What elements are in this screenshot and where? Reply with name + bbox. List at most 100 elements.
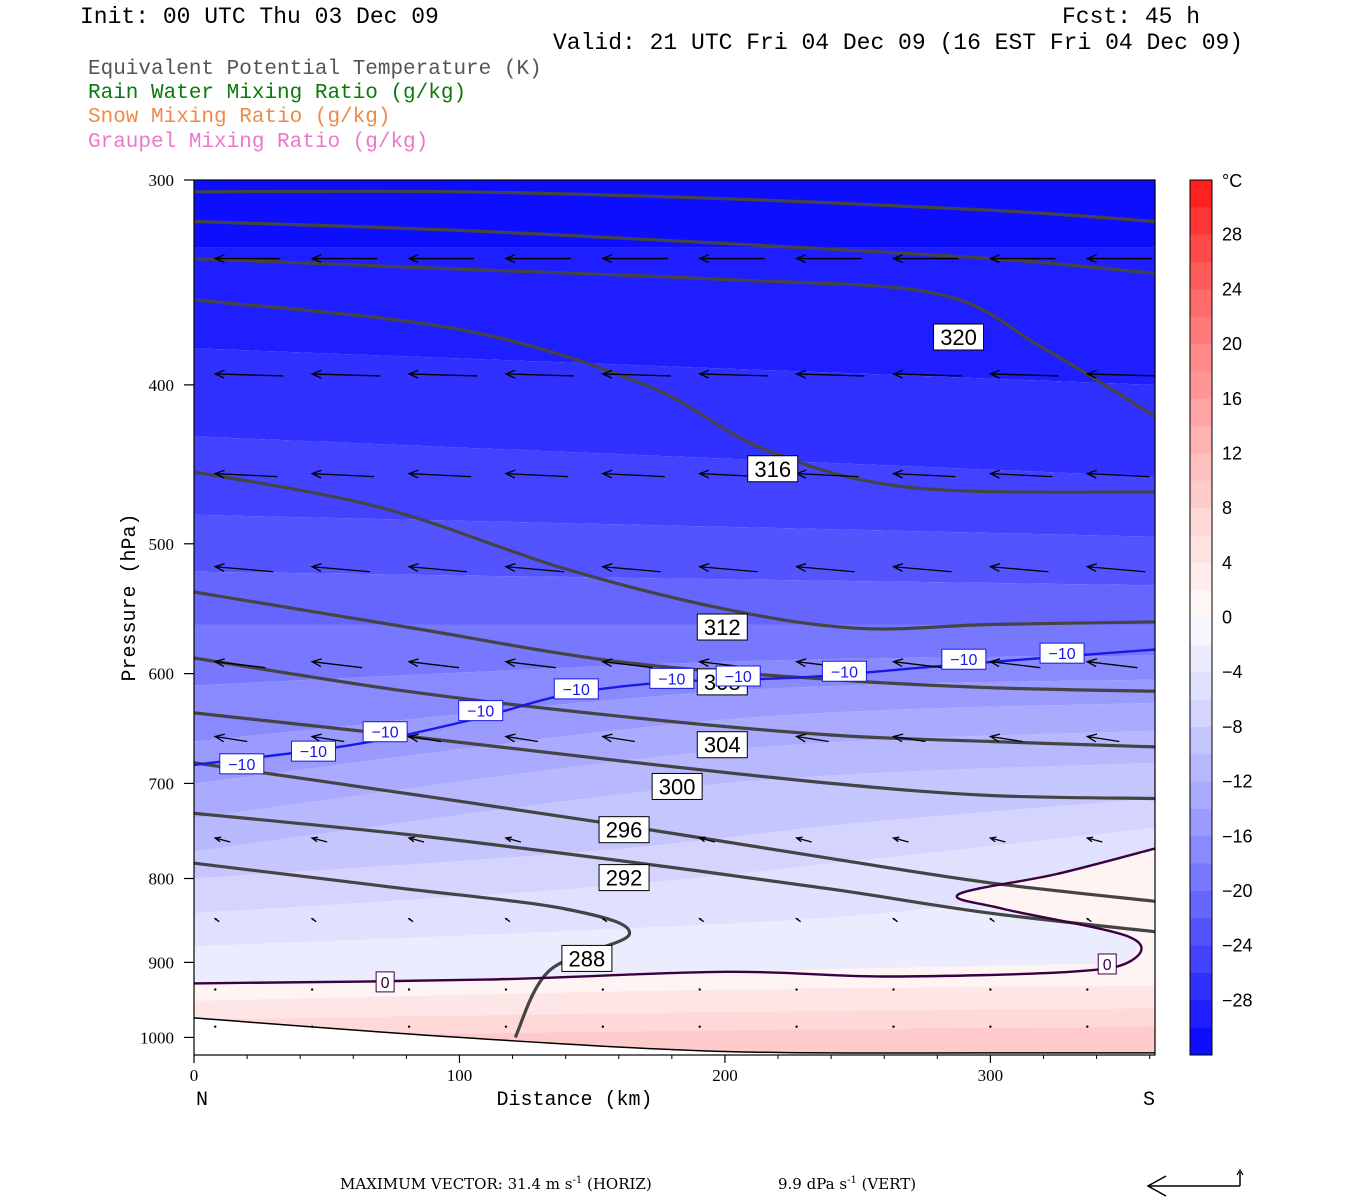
- colorbar-swatch: [1190, 808, 1212, 837]
- y-tick-label: 400: [149, 376, 175, 395]
- wind-arrowhead: [407, 369, 419, 379]
- colorbar-swatch: [1190, 508, 1212, 536]
- wind-dot: [214, 988, 217, 991]
- colorbar-label: 12: [1222, 443, 1242, 463]
- x-end-label-right: S: [1143, 1089, 1155, 1112]
- colorbar-swatch: [1190, 453, 1212, 482]
- colorbar-label: −12: [1222, 772, 1253, 792]
- wind-arrow: [312, 735, 345, 743]
- theta-e-label-box: [561, 944, 613, 972]
- wind-arrow: [505, 735, 539, 743]
- colorbar-swatch: [1190, 426, 1212, 454]
- wind-arrow: [796, 735, 829, 743]
- warm-wedge: [956, 848, 1155, 964]
- colorbar-swatch: [1190, 371, 1212, 400]
- wind-arrowhead: [310, 469, 322, 479]
- isotherm-label: −10: [228, 757, 255, 774]
- wind-arrowhead: [407, 254, 419, 264]
- colorbar-swatch: [1190, 617, 1212, 646]
- wind-arrowhead: [213, 469, 225, 479]
- colorbar-label: 8: [1222, 498, 1232, 518]
- wind-arrowhead: [988, 562, 1001, 572]
- wind-dot: [1086, 1025, 1089, 1028]
- wind-arrow: [505, 837, 522, 843]
- wind-arrow: [893, 566, 952, 573]
- colorbar-label: 20: [1222, 334, 1242, 354]
- wind-dot: [214, 1025, 217, 1028]
- wind-arrowhead: [213, 836, 222, 843]
- wind-arrowhead: [794, 836, 803, 843]
- wind-arrow: [408, 566, 468, 573]
- wind-arrow: [699, 837, 715, 843]
- wind-arrow: [990, 373, 1059, 377]
- forecast-hour: Fcst: 45 h: [1062, 4, 1201, 30]
- isotherm-label-box: [553, 678, 599, 700]
- wind-dot: [601, 1025, 605, 1028]
- wind-arrowhead: [698, 254, 710, 264]
- wind-arrowhead: [310, 658, 322, 668]
- wind-arrowhead: [794, 369, 807, 379]
- isotherm-label: −10: [831, 664, 858, 681]
- temp-band: [194, 436, 1155, 537]
- colorbar-swatch: [1190, 289, 1212, 318]
- wind-dot: [989, 1025, 992, 1028]
- wind-arrowhead: [891, 836, 900, 843]
- wind-arrow: [312, 566, 371, 573]
- y-tick-label: 1000: [140, 1028, 174, 1047]
- wind-arrowhead: [310, 562, 322, 572]
- temp-band: [194, 624, 1155, 686]
- isotherm-label: 0: [1103, 957, 1112, 974]
- wind-arrow: [990, 472, 1053, 478]
- wind-arrowhead: [1085, 469, 1097, 479]
- isotherm-label: −10: [658, 671, 685, 688]
- wind-dot: [989, 988, 992, 991]
- isotherm-label: −10: [300, 744, 327, 761]
- colorbar-label: −24: [1222, 936, 1253, 956]
- wind-arrow: [796, 472, 859, 478]
- isotherm-label-box: [715, 665, 761, 687]
- theta-e-label-box: [696, 731, 748, 759]
- theta-e-label: 292: [606, 866, 643, 891]
- wind-arrowhead: [698, 917, 702, 921]
- colorbar-frame: [1189, 179, 1213, 1056]
- colorbar-swatch: [1190, 972, 1212, 1001]
- wind-arrowhead: [698, 562, 710, 572]
- colorbar-swatch: [1190, 781, 1212, 810]
- wind-dot: [795, 1025, 798, 1028]
- wind-arrow: [215, 735, 248, 743]
- y-tick-label: 900: [149, 953, 175, 972]
- wind-arrowhead: [407, 562, 419, 572]
- x-tick-label: 200: [712, 1066, 738, 1085]
- wind-arrowhead: [794, 733, 807, 743]
- wind-arrow: [505, 373, 574, 377]
- colorbar-swatch: [1190, 535, 1212, 564]
- wind-arrowhead: [310, 917, 314, 921]
- wind-arrowhead: [794, 254, 807, 264]
- wind-arrowhead: [213, 658, 225, 668]
- wind-dot: [698, 988, 701, 991]
- isotherm-label-box: [1039, 642, 1085, 664]
- theta-e-label: 320: [940, 325, 977, 350]
- colorbar-swatch: [1190, 754, 1212, 783]
- wind-arrowhead: [504, 917, 508, 921]
- y-axis-label: Pressure (hPa): [119, 513, 142, 681]
- wind-arrow: [1087, 472, 1150, 478]
- temp-band: [194, 730, 1155, 852]
- x-tick-label: 0: [190, 1066, 199, 1085]
- wind-arrow: [311, 837, 328, 843]
- theta-e-label: 304: [704, 733, 741, 758]
- wind-arrow: [505, 472, 568, 478]
- y-tick-label: 300: [149, 171, 175, 190]
- wind-arrowhead: [213, 369, 225, 379]
- wind-arrow: [602, 373, 671, 377]
- colorbar-swatch: [1190, 262, 1212, 290]
- wind-arrowhead: [601, 562, 613, 572]
- colorbar-label: −20: [1222, 881, 1253, 901]
- colorbar-label: −4: [1222, 662, 1243, 682]
- colorbar-label: 24: [1222, 279, 1242, 299]
- wind-arrowhead: [794, 658, 807, 668]
- wind-arrowhead: [310, 733, 322, 743]
- theta-e-line-292: [194, 811, 1155, 934]
- theta-e-label-box: [651, 772, 703, 800]
